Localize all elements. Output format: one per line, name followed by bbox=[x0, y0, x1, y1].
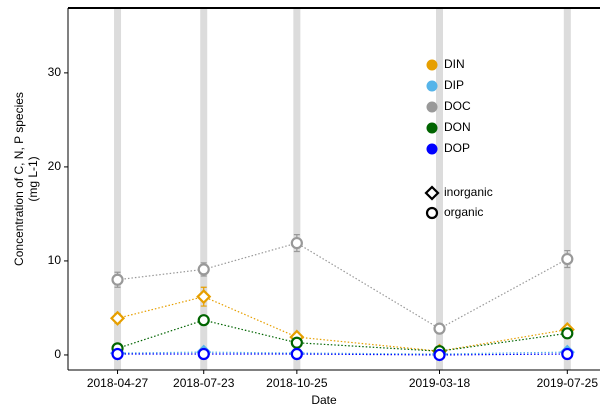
marker bbox=[197, 314, 210, 327]
marker bbox=[109, 310, 126, 326]
series-line bbox=[117, 242, 568, 330]
x-tick-label: 2018-07-23 bbox=[173, 376, 235, 390]
x-tick-label: 2018-10-25 bbox=[266, 376, 328, 390]
y-axis-label: Concentration of C, N, P species bbox=[12, 92, 26, 266]
x-tick-label: 2019-07-25 bbox=[537, 376, 599, 390]
y-tick-label: 10 bbox=[48, 253, 62, 267]
shape-legend-marker bbox=[425, 206, 439, 220]
legend-marker bbox=[426, 143, 438, 155]
shape-legend-label: inorganic bbox=[444, 185, 493, 199]
y-tick-label: 0 bbox=[54, 347, 61, 361]
marker bbox=[111, 273, 124, 286]
legend-marker bbox=[426, 122, 438, 134]
x-tick-label: 2019-03-18 bbox=[409, 376, 471, 390]
shape-legend-label: organic bbox=[444, 205, 483, 219]
y-tick-label: 20 bbox=[48, 159, 62, 173]
marker bbox=[290, 347, 303, 361]
marker bbox=[561, 347, 574, 361]
marker bbox=[290, 336, 303, 349]
marker bbox=[196, 289, 212, 305]
x-axis-label: Date bbox=[311, 393, 337, 407]
legend-label: DIN bbox=[444, 57, 465, 71]
y-tick-label: 30 bbox=[48, 65, 62, 79]
marker bbox=[197, 263, 210, 276]
marker bbox=[197, 347, 210, 361]
marker bbox=[433, 348, 446, 362]
shape-legend-marker bbox=[424, 185, 440, 201]
legend-marker bbox=[426, 59, 438, 71]
marker bbox=[290, 236, 303, 250]
series-line bbox=[117, 319, 568, 352]
legend-label: DIP bbox=[444, 78, 464, 92]
y-axis-label: (mg L-1) bbox=[26, 156, 40, 201]
series-line bbox=[117, 353, 568, 356]
legend-marker bbox=[426, 80, 438, 92]
marker bbox=[561, 252, 574, 266]
x-tick-label: 2018-04-27 bbox=[87, 376, 149, 390]
marker bbox=[111, 347, 124, 361]
legend-label: DOC bbox=[444, 99, 471, 113]
legend-label: DON bbox=[444, 120, 471, 134]
legend-marker bbox=[426, 101, 438, 113]
series-line bbox=[117, 296, 568, 352]
marker bbox=[433, 322, 446, 335]
marker bbox=[561, 327, 574, 340]
legend-label: DOP bbox=[444, 141, 470, 155]
